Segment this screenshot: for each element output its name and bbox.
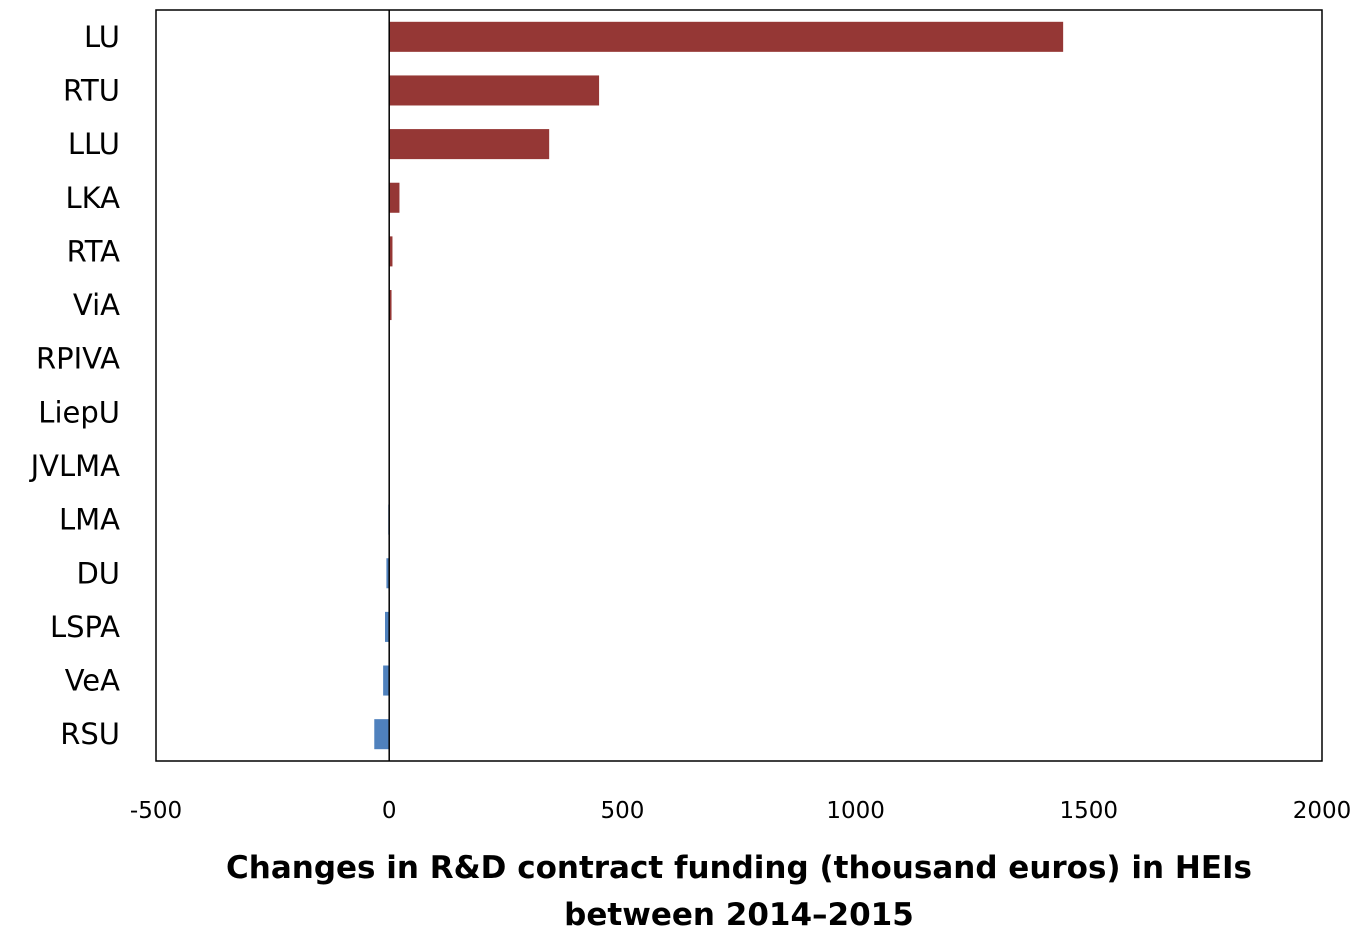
x-axis-label-line-2: between 2014–2015 <box>564 897 914 933</box>
x-tick-label: 0 <box>382 798 397 824</box>
bar-rtu <box>389 75 600 106</box>
category-label-lma: LMA <box>59 503 120 537</box>
bar-lspa <box>385 611 390 642</box>
x-tick-label: -500 <box>130 798 182 824</box>
bar-vea <box>383 665 390 696</box>
x-tick-labels: -500 0 500 1000 1500 2000 <box>130 798 1351 824</box>
bar-lka <box>389 182 400 213</box>
bar-lu <box>389 21 1064 52</box>
category-label-lka: LKA <box>65 181 120 215</box>
bar-via <box>389 290 392 321</box>
bar-rta <box>389 236 393 267</box>
category-label-rpiva: RPIVA <box>36 342 120 376</box>
category-label-rta: RTA <box>67 234 121 268</box>
x-tick-label: 500 <box>600 798 644 824</box>
x-tick-label: 1000 <box>826 798 885 824</box>
category-label-liepu: LiepU <box>38 395 120 429</box>
plot-area <box>155 9 1323 762</box>
category-label-rtu: RTU <box>63 73 120 107</box>
bars-group <box>374 21 1064 750</box>
x-axis-label-line-1: Changes in R&D contract funding (thousan… <box>226 850 1252 886</box>
bar-rsu <box>374 719 390 750</box>
category-label-llu: LLU <box>68 127 120 161</box>
category-label-rsu: RSU <box>60 717 120 751</box>
x-tick-label: 1500 <box>1060 798 1119 824</box>
bar-llu <box>389 129 550 160</box>
category-label-lu: LU <box>84 20 120 54</box>
category-label-vea: VeA <box>65 664 120 698</box>
x-tick-label: 2000 <box>1293 798 1352 824</box>
bar-du <box>386 558 390 589</box>
category-label-lspa: LSPA <box>50 610 120 644</box>
category-labels: LU RTU LLU LKA RTA ViA RPIVA LiepU JVLMA LMA DU LSP… <box>29 20 121 751</box>
category-label-jvlma: JVLMA <box>29 449 121 483</box>
category-label-du: DU <box>76 556 120 590</box>
category-label-via: ViA <box>73 288 120 322</box>
